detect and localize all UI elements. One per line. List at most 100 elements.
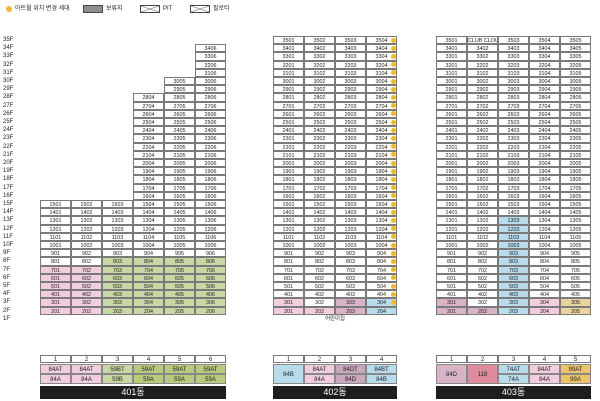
- unit-cell[interactable]: 1204: [133, 224, 164, 233]
- unit-cell[interactable]: 1806: [195, 175, 226, 184]
- unit-cell[interactable]: 1404: [133, 208, 164, 217]
- unit-cell[interactable]: 504: [133, 282, 164, 291]
- unit-cell[interactable]: 3501: [273, 36, 304, 45]
- unit-cell[interactable]: 3403: [335, 44, 366, 53]
- unit-cell[interactable]: 2301: [436, 134, 467, 143]
- unit-cell[interactable]: 2602: [467, 109, 498, 118]
- unit-cell[interactable]: 905: [164, 249, 195, 258]
- unit-cell[interactable]: 702: [467, 265, 498, 274]
- unit-cell[interactable]: 2802: [304, 93, 335, 102]
- unit-cell[interactable]: 2401: [273, 126, 304, 135]
- unit-cell[interactable]: 1201: [273, 224, 304, 233]
- unit-cell[interactable]: 1306: [195, 216, 226, 225]
- unit-cell[interactable]: 801: [436, 257, 467, 266]
- unit-cell[interactable]: 1002: [304, 241, 335, 250]
- unit-cell[interactable]: 1201: [436, 224, 467, 233]
- unit-cell[interactable]: 1405: [560, 208, 591, 217]
- unit-cell[interactable]: 203: [335, 306, 366, 315]
- unit-cell[interactable]: 2803: [498, 93, 529, 102]
- unit-cell[interactable]: 1104: [133, 232, 164, 241]
- unit-cell[interactable]: 1103: [335, 232, 366, 241]
- unit-cell[interactable]: 705: [164, 265, 195, 274]
- unit-cell[interactable]: 2201: [273, 142, 304, 151]
- unit-cell[interactable]: 2602: [304, 109, 335, 118]
- unit-cell[interactable]: 904: [133, 249, 164, 258]
- unit-cell[interactable]: 804: [529, 257, 560, 266]
- unit-cell[interactable]: 406: [195, 290, 226, 299]
- unit-cell[interactable]: 1901: [436, 167, 467, 176]
- unit-cell[interactable]: 2902: [467, 85, 498, 94]
- unit-cell[interactable]: 3201: [273, 60, 304, 69]
- unit-cell[interactable]: 2102: [304, 150, 335, 159]
- unit-cell[interactable]: 1101: [40, 232, 71, 241]
- unit-cell[interactable]: 901: [436, 249, 467, 258]
- unit-cell[interactable]: 3403: [498, 44, 529, 53]
- unit-cell[interactable]: 1604: [529, 191, 560, 200]
- unit-cell[interactable]: 3006: [195, 77, 226, 86]
- unit-cell[interactable]: 2604: [133, 109, 164, 118]
- unit-cell[interactable]: 304: [366, 298, 397, 307]
- unit-cell[interactable]: 2104: [529, 150, 560, 159]
- unit-cell[interactable]: 1205: [164, 224, 195, 233]
- unit-cell[interactable]: 303: [335, 298, 366, 307]
- unit-cell[interactable]: 401: [40, 290, 71, 299]
- unit-cell[interactable]: 2804: [133, 93, 164, 102]
- unit-cell[interactable]: 1005: [164, 241, 195, 250]
- unit-cell[interactable]: 2504: [366, 118, 397, 127]
- unit-cell[interactable]: 1206: [195, 224, 226, 233]
- unit-cell[interactable]: 2002: [467, 159, 498, 168]
- unit-cell[interactable]: 605: [164, 273, 195, 282]
- unit-cell[interactable]: 2704: [133, 101, 164, 110]
- unit-cell[interactable]: 904: [529, 249, 560, 258]
- unit-cell[interactable]: 2504: [133, 118, 164, 127]
- unit-cell[interactable]: 3005: [560, 77, 591, 86]
- unit-cell[interactable]: 305: [164, 298, 195, 307]
- unit-cell[interactable]: 3402: [467, 44, 498, 53]
- unit-cell[interactable]: 3404: [529, 44, 560, 53]
- unit-cell[interactable]: 3303: [335, 52, 366, 61]
- unit-cell[interactable]: 602: [71, 273, 102, 282]
- unit-cell[interactable]: 1701: [436, 183, 467, 192]
- unit-cell[interactable]: 703: [335, 265, 366, 274]
- unit-cell[interactable]: 1203: [102, 224, 133, 233]
- unit-cell[interactable]: 803: [102, 257, 133, 266]
- unit-cell[interactable]: 2202: [304, 142, 335, 151]
- unit-cell[interactable]: 3103: [498, 68, 529, 77]
- unit-cell[interactable]: 1004: [529, 241, 560, 250]
- unit-cell[interactable]: 1402: [467, 208, 498, 217]
- unit-cell[interactable]: 3302: [467, 52, 498, 61]
- unit-cell[interactable]: 506: [195, 282, 226, 291]
- unit-cell[interactable]: 2501: [273, 118, 304, 127]
- unit-cell[interactable]: 304: [529, 298, 560, 307]
- unit-cell[interactable]: 504: [366, 282, 397, 291]
- unit-cell[interactable]: 906: [195, 249, 226, 258]
- unit-cell[interactable]: 1303: [335, 216, 366, 225]
- unit-cell[interactable]: 302: [467, 298, 498, 307]
- unit-cell[interactable]: 503: [498, 282, 529, 291]
- unit-cell[interactable]: 2105: [164, 150, 195, 159]
- unit-cell[interactable]: 1702: [304, 183, 335, 192]
- unit-cell[interactable]: 3102: [467, 68, 498, 77]
- unit-cell[interactable]: 1302: [71, 216, 102, 225]
- unit-cell[interactable]: 3104: [366, 68, 397, 77]
- unit-cell[interactable]: 1304: [366, 216, 397, 225]
- unit-cell[interactable]: 2004: [366, 159, 397, 168]
- unit-cell[interactable]: 1101: [436, 232, 467, 241]
- unit-cell[interactable]: 305: [560, 298, 591, 307]
- unit-cell[interactable]: 3503: [498, 36, 529, 45]
- unit-cell[interactable]: 603: [335, 273, 366, 282]
- unit-cell[interactable]: 2204: [366, 142, 397, 151]
- unit-cell[interactable]: 2305: [164, 134, 195, 143]
- unit-cell[interactable]: 1105: [560, 232, 591, 241]
- unit-cell[interactable]: 801: [40, 257, 71, 266]
- unit-cell[interactable]: 2104: [366, 150, 397, 159]
- unit-cell[interactable]: 404: [133, 290, 164, 299]
- unit-cell[interactable]: 1303: [498, 216, 529, 225]
- unit-cell[interactable]: 1704: [529, 183, 560, 192]
- unit-cell[interactable]: 2804: [366, 93, 397, 102]
- unit-cell[interactable]: 2501: [436, 118, 467, 127]
- unit-cell[interactable]: 1001: [273, 241, 304, 250]
- unit-cell[interactable]: 2302: [304, 134, 335, 143]
- unit-cell[interactable]: 404: [366, 290, 397, 299]
- unit-cell[interactable]: 401: [436, 290, 467, 299]
